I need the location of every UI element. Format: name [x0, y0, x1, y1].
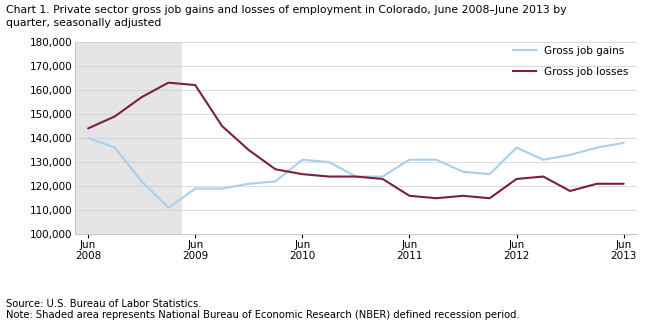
Text: Source: U.S. Bureau of Labor Statistics.
Note: Shaded area represents National B: Source: U.S. Bureau of Labor Statistics.… [6, 299, 520, 320]
Bar [75, 42, 182, 234]
Text: Chart 1. Private sector gross job gains and losses of employment in Colorado, Ju: Chart 1. Private sector gross job gains … [6, 5, 567, 15]
Legend: Gross job gains, Gross job losses: Gross job gains, Gross job losses [510, 43, 632, 80]
Text: quarter, seasonally adjusted: quarter, seasonally adjusted [6, 18, 162, 28]
